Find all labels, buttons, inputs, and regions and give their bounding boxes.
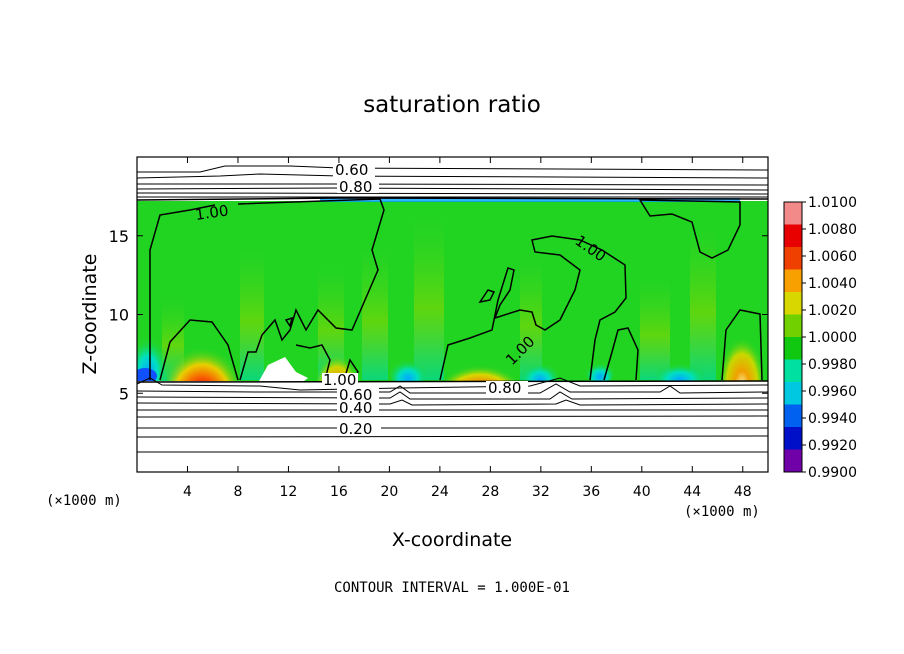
colorbar-swatch <box>784 269 802 293</box>
colorbar-label: 1.0020 <box>808 303 857 319</box>
contour-label: 0.80 <box>339 178 372 196</box>
x-axis: 4 8 12 16 20 24 28 32 36 40 44 48 <box>183 157 752 500</box>
x-tick-label: 28 <box>481 484 499 500</box>
contours-100 <box>137 197 768 383</box>
colorbar-label: 0.9960 <box>808 384 857 400</box>
contour-label: 0.60 <box>339 386 372 404</box>
subsaturated-patch <box>586 360 614 384</box>
x-unit-label-left: (×1000 m) <box>46 493 122 509</box>
contours-lower <box>137 377 768 453</box>
colorbar-label: 0.9940 <box>808 411 857 427</box>
contour-interval-footer: CONTOUR INTERVAL = 1.000E-01 <box>334 580 570 596</box>
colorbar-swatch <box>784 292 802 315</box>
contours-upper <box>137 165 768 198</box>
y-axis: 5 10 15 <box>109 227 768 403</box>
colorbar-swatch <box>784 359 802 383</box>
colorbar-label: 0.9900 <box>808 465 857 481</box>
contour-label: 0.80 <box>488 379 521 397</box>
x-tick-label: 32 <box>532 484 550 500</box>
colorbar-label: 1.0080 <box>808 222 857 238</box>
colorbar-label: 1.0040 <box>808 276 857 292</box>
x-tick-label: 48 <box>734 484 752 500</box>
chart-title: saturation ratio <box>363 92 541 118</box>
colorbar-swatch <box>784 337 802 360</box>
y-axis-label: Z-coordinate <box>79 254 101 375</box>
x-tick-label: 24 <box>431 484 449 500</box>
y-tick-label: 15 <box>109 227 129 246</box>
contour-label: 0.40 <box>339 399 372 417</box>
colorbar: 1.0100 1.0080 1.0060 1.0040 1.0020 1.0000 0.99… <box>783 195 857 481</box>
plot-area: 0.60 0.80 1.00 1.00 1.00 1.00 0.60 0.40 … <box>137 157 768 472</box>
colorbar-label: 1.0100 <box>808 195 857 211</box>
x-tick-label: 44 <box>683 484 701 500</box>
colorbar-label: 1.0000 <box>808 330 857 346</box>
colorbar-label: 0.9920 <box>808 438 857 454</box>
colorbar-swatch <box>784 224 802 248</box>
x-tick-label: 8 <box>233 484 242 500</box>
x-tick-label: 36 <box>582 484 600 500</box>
x-tick-label: 12 <box>280 484 298 500</box>
colorbar-swatch <box>784 382 802 405</box>
y-tick-label: 5 <box>119 384 129 403</box>
contour-label: 0.20 <box>339 420 372 438</box>
x-tick-label: 20 <box>380 484 398 500</box>
colorbar-swatch <box>784 427 802 450</box>
y-tick-label: 10 <box>109 306 129 325</box>
colorbar-label: 0.9980 <box>808 357 857 373</box>
x-axis-label: X-coordinate <box>392 529 512 551</box>
x-tick-label: 4 <box>183 484 192 500</box>
colorbar-swatch <box>784 449 802 473</box>
colorbar-swatch <box>784 202 802 225</box>
contour-label: 1.00 <box>194 201 230 223</box>
contour-label: 0.60 <box>335 161 368 179</box>
x-tick-label: 16 <box>330 484 348 500</box>
colorbar-swatch <box>784 404 802 428</box>
colorbar-swatch <box>784 314 802 338</box>
x-unit-label-right: (×1000 m) <box>684 504 760 520</box>
colorbar-label: 1.0060 <box>808 249 857 265</box>
contour-label: 1.00 <box>323 371 356 389</box>
subsaturated-patch <box>390 356 426 388</box>
colorbar-swatch <box>784 247 802 270</box>
x-tick-label: 40 <box>633 484 651 500</box>
